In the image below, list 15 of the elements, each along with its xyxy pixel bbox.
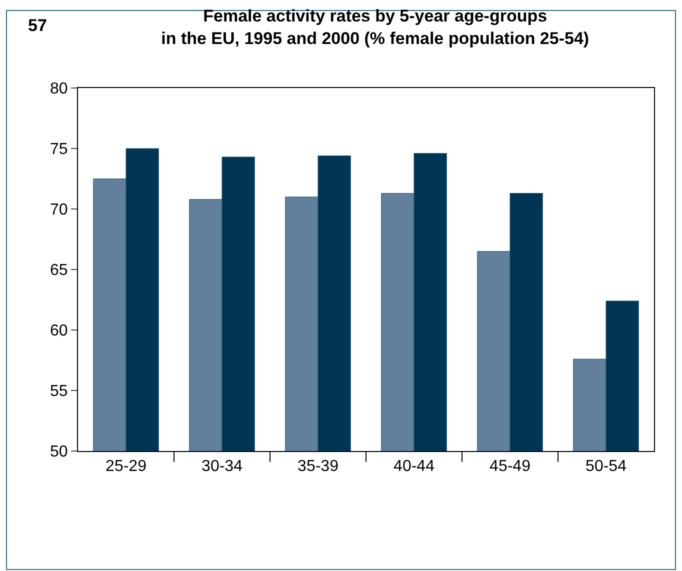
y-tick-label: 50 [50,444,68,461]
y-tick-label: 80 [50,80,68,98]
x-tick-label: 45-49 [490,458,531,476]
text: 57 [28,16,47,35]
chart-title: Female activity rates by 5-year age-groups in the EU, 1995 and 2000 (% female population 25-54) [161,6,590,48]
x-tick-label: 35-39 [298,458,339,476]
y-tick-label: 70 [50,202,68,219]
x-tick-label: 40-44 [394,458,435,476]
y-tick-label: 60 [50,322,68,340]
y-tick-label: 75 [50,141,68,158]
y-tick-label: 65 [50,262,68,280]
x-tick-label: 25-29 [106,458,147,476]
x-tick-label: 50-54 [586,458,627,476]
x-tick-label: 30-34 [202,458,243,476]
y-tick-label: 55 [50,383,68,400]
